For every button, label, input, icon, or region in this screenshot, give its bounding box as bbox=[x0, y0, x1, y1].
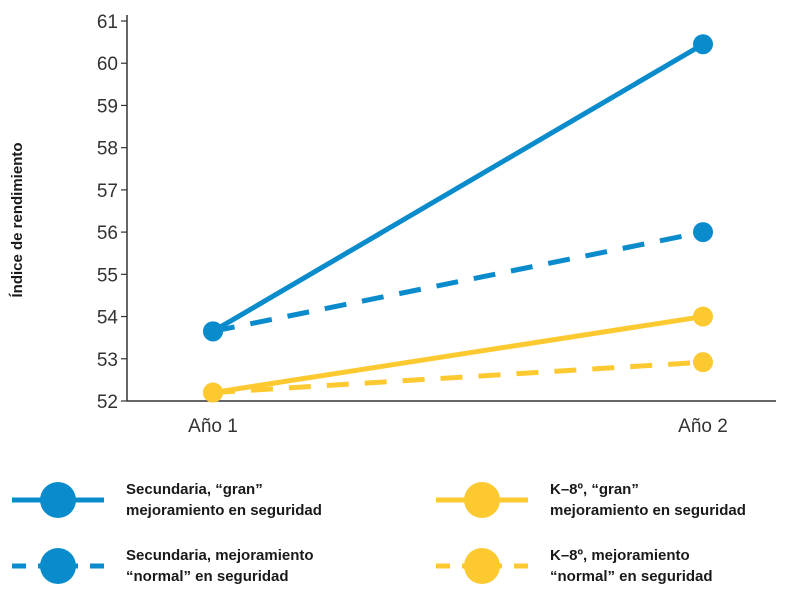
legend-swatch-secundaria-normal bbox=[12, 548, 104, 584]
series-line bbox=[212, 229, 704, 334]
y-tick-label: 56 bbox=[97, 223, 118, 244]
data-point bbox=[693, 352, 713, 373]
legend-label-k8-normal: K–8º, mejoramiento “normal” en seguridad bbox=[550, 547, 713, 585]
data-point bbox=[693, 306, 713, 327]
y-axis-title: Índice de rendimiento bbox=[9, 142, 26, 297]
y-tick-label: 57 bbox=[97, 181, 118, 202]
y-tick-label: 55 bbox=[97, 265, 118, 286]
series-3 bbox=[203, 306, 713, 403]
y-tick-label: 59 bbox=[97, 96, 118, 117]
series-4 bbox=[203, 352, 713, 403]
legend-label-secundaria-normal: Secundaria, mejoramiento “normal” en seg… bbox=[126, 547, 314, 585]
series-1 bbox=[203, 34, 713, 342]
legend-item-secundaria-normal: Secundaria, mejoramiento “normal” en seg… bbox=[8, 544, 314, 588]
legend: Secundaria, “gran” mejoramiento en segur… bbox=[0, 470, 790, 589]
legend-item-k8-gran: K–8º, “gran” mejoramiento en seguridad bbox=[432, 478, 746, 522]
data-point bbox=[203, 321, 223, 342]
data-point bbox=[203, 382, 223, 403]
y-tick-label: 52 bbox=[97, 392, 118, 413]
y-tick-label: 54 bbox=[97, 308, 119, 329]
line-chart: 52 53 54 55 56 57 58 59 60 61 Año 1 Año 2 Índice d… bbox=[9, 12, 776, 437]
series-line bbox=[212, 359, 704, 396]
y-tick-label: 58 bbox=[97, 139, 118, 160]
legend-item-secundaria-gran: Secundaria, “gran” mejoramiento en segur… bbox=[8, 478, 322, 522]
y-tick-label: 60 bbox=[97, 54, 118, 75]
y-tick-label: 61 bbox=[97, 12, 118, 33]
y-axis-ticks: 52 53 54 55 56 57 58 59 60 61 bbox=[97, 12, 127, 413]
y-tick-label: 53 bbox=[97, 350, 118, 371]
legend-label-secundaria-gran: Secundaria, “gran” mejoramiento en segur… bbox=[126, 481, 322, 519]
x-axis-ticks: Año 1 Año 2 bbox=[188, 416, 728, 437]
series-line bbox=[212, 314, 704, 396]
series-layer bbox=[203, 34, 713, 403]
x-tick-label: Año 2 bbox=[678, 416, 728, 437]
data-point bbox=[693, 222, 713, 243]
legend-swatch-secundaria-gran bbox=[12, 482, 104, 518]
series-line bbox=[211, 42, 705, 334]
legend-label-k8-gran: K–8º, “gran” mejoramiento en seguridad bbox=[550, 481, 746, 519]
x-tick-label: Año 1 bbox=[188, 416, 238, 437]
series-2 bbox=[203, 222, 713, 342]
legend-item-k8-normal: K–8º, mejoramiento “normal” en seguridad bbox=[432, 544, 713, 588]
data-point bbox=[693, 34, 713, 55]
legend-swatch-k8-gran bbox=[436, 482, 528, 518]
legend-swatch-k8-normal bbox=[436, 548, 528, 584]
